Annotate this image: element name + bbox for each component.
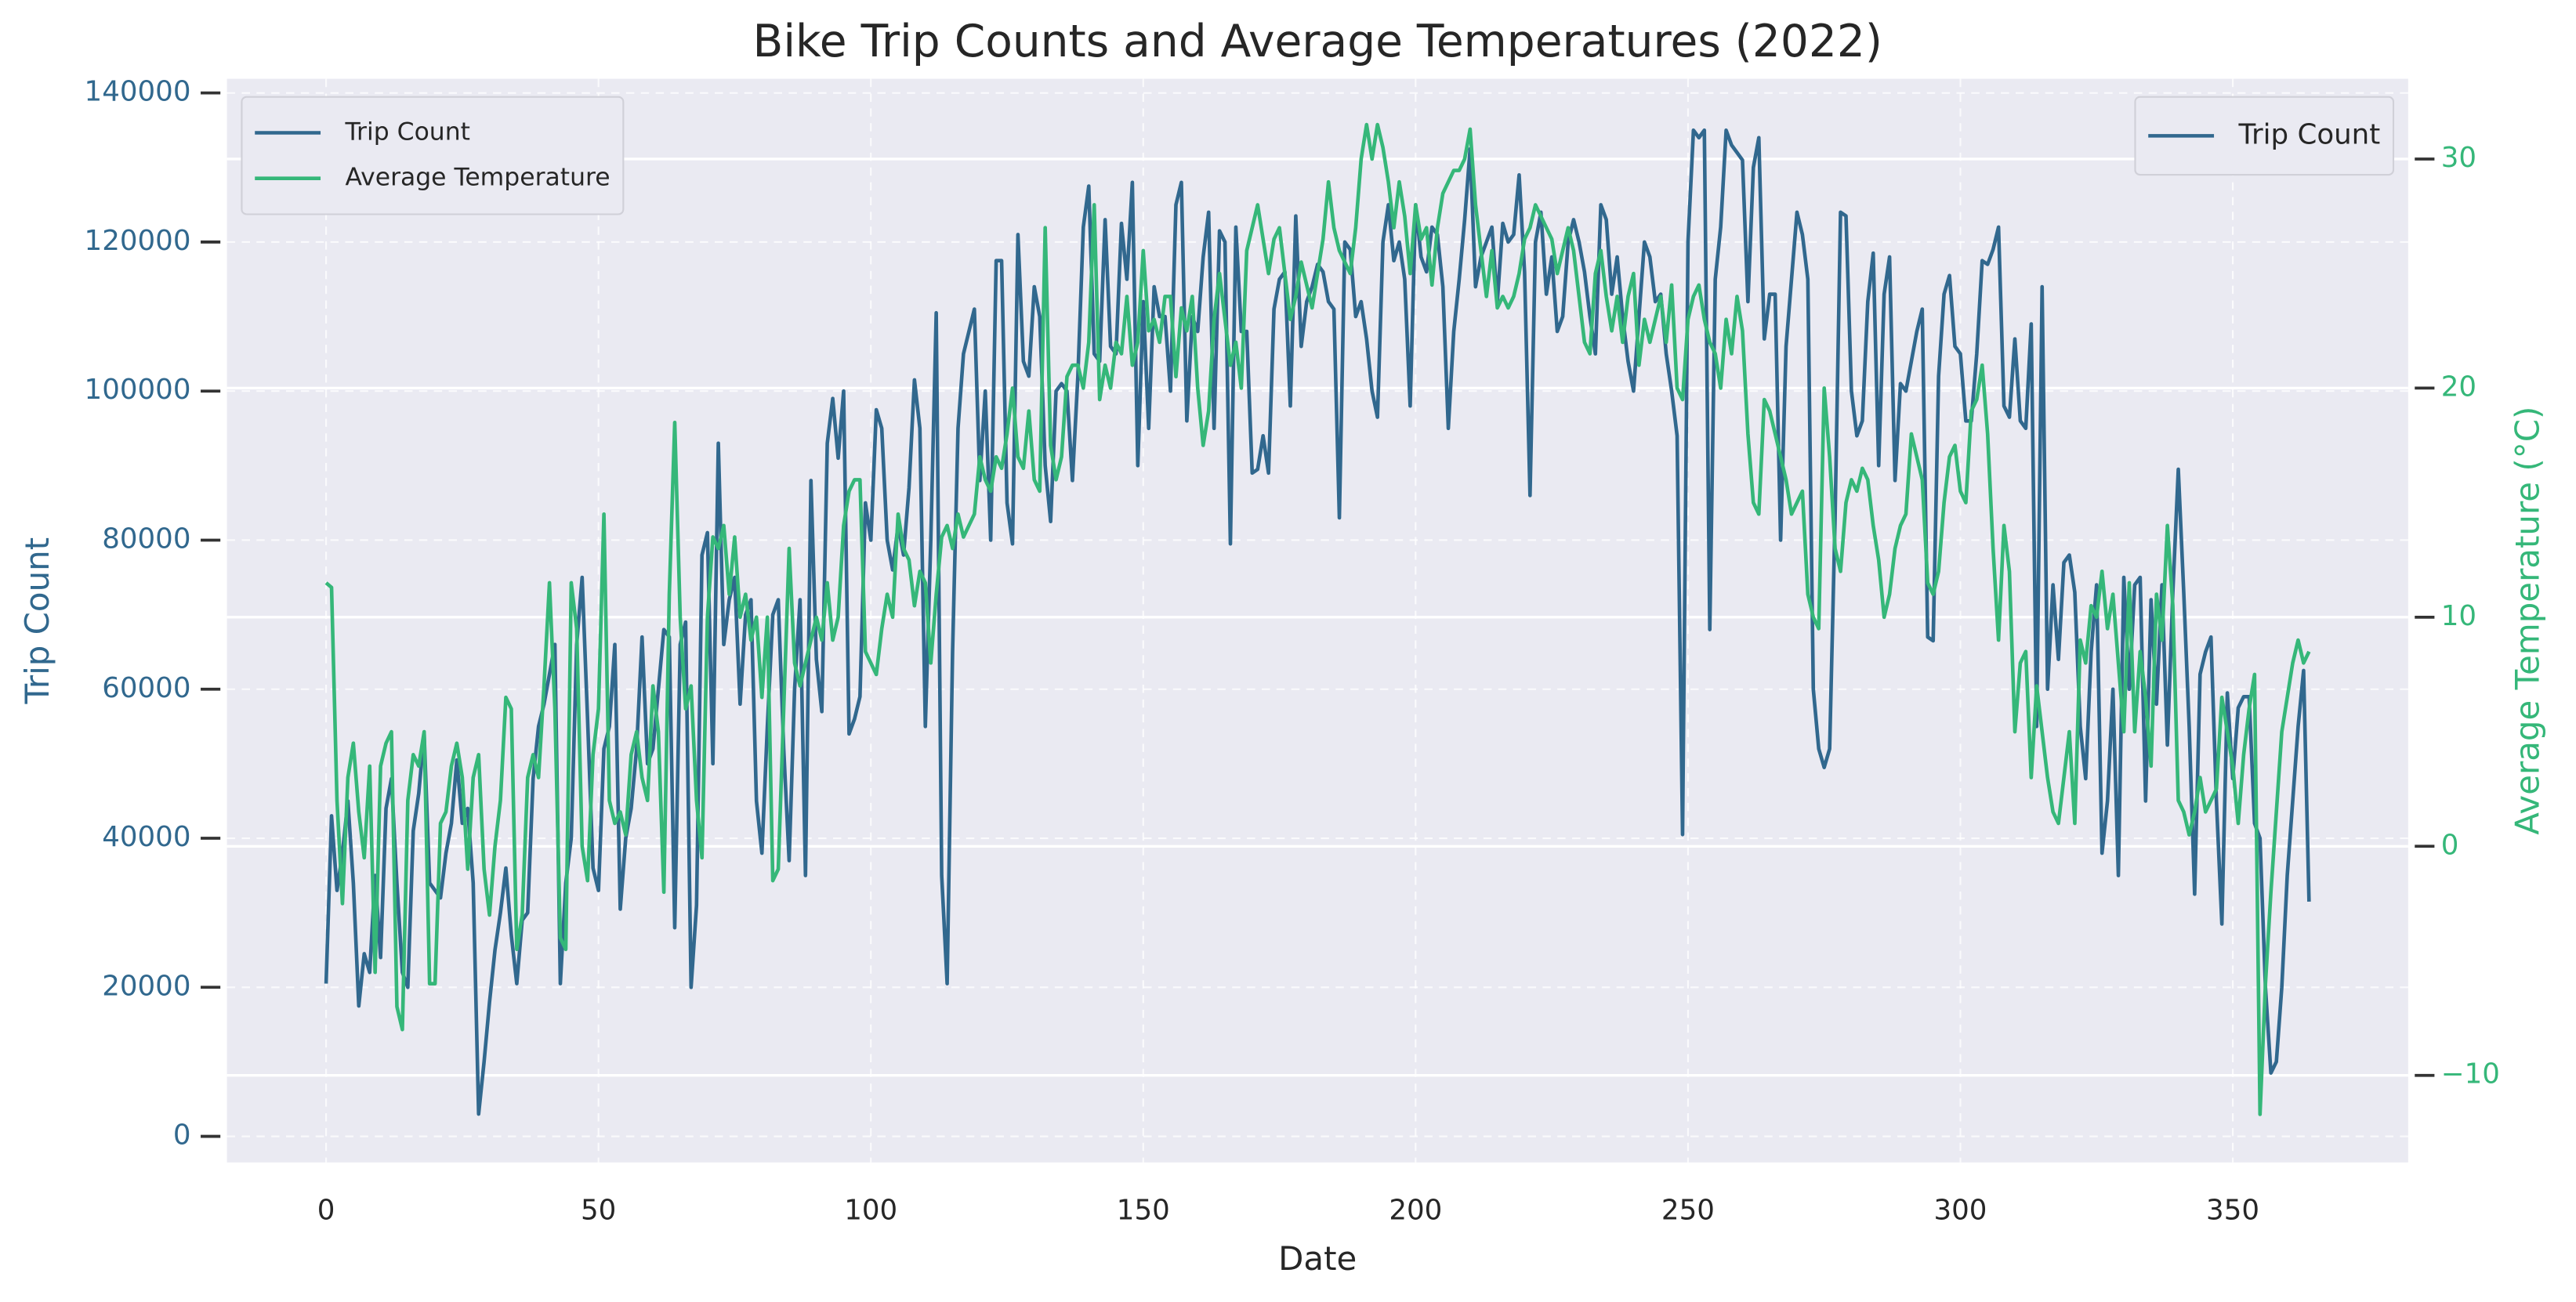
x-tick-label: 0 — [317, 1195, 335, 1227]
x-tick-label: 200 — [1389, 1195, 1442, 1227]
y2-axis-label: Average Temperature (°C) — [2508, 407, 2546, 835]
y-axis-label: Trip Count — [18, 537, 56, 705]
legend: Trip Count — [2134, 96, 2395, 176]
y2-tick-label: 0 — [2441, 829, 2459, 861]
y2-tick-label: 30 — [2441, 142, 2476, 174]
data-line — [324, 122, 2311, 1116]
x-tick-label: 100 — [844, 1195, 897, 1227]
y-tick-label: 60000 — [102, 672, 190, 704]
legend-label: Trip Count — [344, 118, 469, 146]
legend-label: Trip Count — [2237, 118, 2380, 150]
y-tick-label: 20000 — [102, 970, 190, 1002]
y-tick-label: 120000 — [85, 225, 191, 257]
y2-tick-label: −10 — [2441, 1058, 2500, 1090]
legend-box — [241, 96, 625, 215]
y2-tick-label: 10 — [2441, 600, 2476, 632]
y-tick-label: 100000 — [85, 374, 191, 406]
x-tick-label: 150 — [1117, 1195, 1170, 1227]
legend-box — [2134, 96, 2395, 176]
x-tick-label: 250 — [1661, 1195, 1715, 1227]
chart-title: Bike Trip Counts and Average Temperature… — [753, 16, 1882, 67]
legend: Trip Count Average Temperature — [241, 96, 625, 215]
y2-tick-label: 20 — [2441, 371, 2476, 403]
legend-label: Average Temperature — [345, 164, 610, 192]
x-tick-label: 350 — [2206, 1195, 2259, 1227]
plot-area — [226, 78, 2408, 1163]
y-tick-label: 0 — [173, 1119, 191, 1152]
x-tick-label: 50 — [581, 1195, 616, 1227]
y-tick-label: 140000 — [85, 76, 191, 108]
x-tick-label: 300 — [1933, 1195, 1987, 1227]
y-tick-label: 40000 — [102, 821, 190, 853]
x-axis-label: Date — [1278, 1239, 1357, 1278]
y-tick-label: 80000 — [102, 523, 190, 555]
